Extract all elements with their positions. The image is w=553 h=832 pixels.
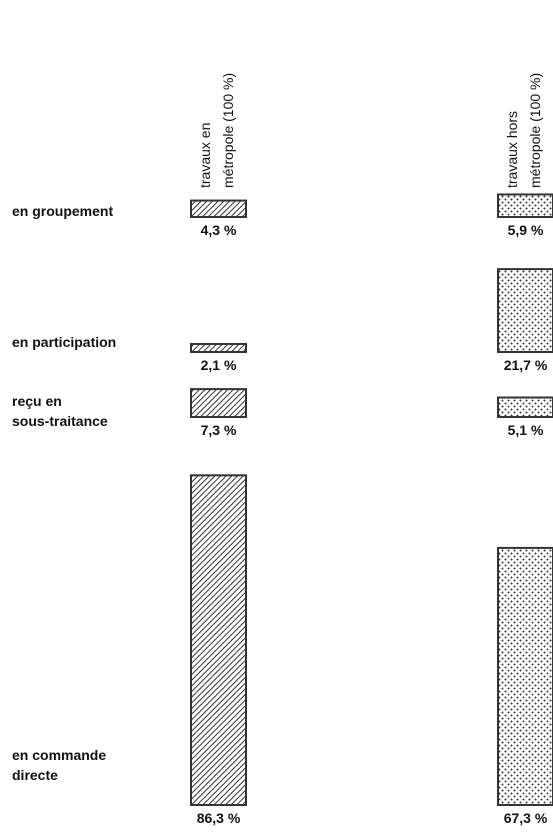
value-label: 4,3 % — [200, 222, 237, 238]
category-label: en commande directe — [12, 747, 107, 783]
category-label: en groupement — [12, 203, 114, 219]
series-label: travaux hors métropole (100 %) — [504, 72, 543, 188]
bar — [190, 388, 247, 419]
bar — [497, 546, 553, 806]
value-label: 5,1 % — [507, 422, 544, 438]
category-label: reçu en sous-traitance — [12, 393, 108, 429]
bar — [190, 474, 247, 806]
value-label: 67,3 % — [503, 810, 548, 826]
bar — [497, 268, 553, 353]
value-label: 7,3 % — [200, 422, 237, 438]
bar — [497, 193, 553, 219]
series-label: travaux en métropole (100 %) — [197, 72, 236, 188]
bar — [497, 396, 553, 419]
bar — [190, 342, 247, 353]
value-label: 5,9 % — [507, 222, 544, 238]
value-label: 86,3 % — [196, 810, 241, 826]
value-label: 21,7 % — [503, 357, 548, 373]
bar — [190, 199, 247, 219]
category-label: en participation — [12, 334, 117, 350]
value-label: 2,1 % — [200, 357, 237, 373]
